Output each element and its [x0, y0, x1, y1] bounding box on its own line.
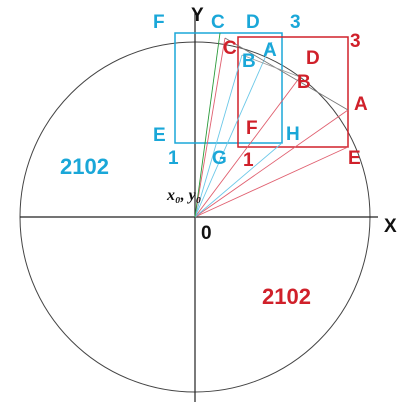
- ray: [194, 76, 301, 218]
- ray: [194, 37, 226, 218]
- red-region: 2102: [262, 284, 311, 309]
- cyan-square: [174, 32, 283, 144]
- red-square: [237, 36, 349, 148]
- cyan-label: 3: [290, 12, 301, 33]
- red-label: E: [348, 148, 361, 169]
- chord: [224, 37, 349, 111]
- cyan-region: 2102: [60, 154, 109, 179]
- cyan-label: D: [246, 12, 260, 33]
- y-label: Y: [191, 5, 204, 26]
- rays: [194, 32, 349, 218]
- red-label: C: [223, 38, 237, 59]
- cyan-label: H: [286, 124, 300, 145]
- ray: [194, 54, 243, 218]
- ray: [194, 142, 283, 218]
- red-label: D: [306, 48, 320, 69]
- red-label: A: [354, 94, 368, 115]
- cyan-label: B: [242, 51, 256, 72]
- ray: [194, 146, 349, 218]
- cyan-label: 1: [168, 148, 179, 169]
- red-label: F: [246, 118, 258, 139]
- cyan-label: A: [263, 40, 277, 61]
- cyan-label: F: [153, 12, 165, 33]
- center-label: x₀, y₀: [166, 187, 201, 204]
- ray: [194, 109, 349, 218]
- red-label: B: [297, 72, 311, 93]
- cyan-label: G: [212, 148, 227, 169]
- cyan-label: E: [153, 125, 166, 146]
- ray: [194, 32, 221, 218]
- chord: [241, 54, 301, 78]
- ray: [194, 41, 273, 218]
- x-label: X: [384, 216, 397, 237]
- origin-label: 0: [201, 223, 212, 244]
- red-label: 1: [243, 150, 254, 171]
- red-label: 3: [350, 31, 361, 52]
- cyan-label: C: [211, 12, 225, 33]
